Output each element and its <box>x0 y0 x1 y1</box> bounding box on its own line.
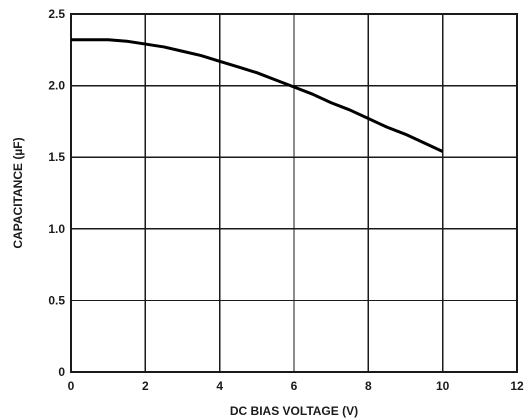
x-tick-label: 12 <box>510 379 524 393</box>
plot-frame <box>70 13 518 373</box>
y-tick-label: 2.5 <box>48 7 65 21</box>
x-tick-label: 2 <box>142 379 149 393</box>
data-series <box>71 38 444 153</box>
y-tick-label: 1.5 <box>48 150 65 164</box>
grid <box>71 14 517 372</box>
plot-border <box>70 13 518 373</box>
x-axis-title: DC BIAS VOLTAGE (V) <box>230 404 358 418</box>
x-tick-label: 0 <box>68 379 75 393</box>
y-axis-ticks: 0 0.5 1.0 1.5 2.0 2.5 <box>48 7 65 379</box>
x-tick-label: 10 <box>436 379 450 393</box>
y-axis-title: CAPACITANCE (µF) <box>11 137 25 248</box>
y-tick-label: 2.0 <box>48 79 65 93</box>
y-tick-label: 1.0 <box>48 222 65 236</box>
x-tick-label: 4 <box>216 379 223 393</box>
x-tick-label: 8 <box>365 379 372 393</box>
y-tick-label: 0.5 <box>48 293 65 307</box>
capacitance-curve <box>71 38 444 153</box>
x-tick-label: 6 <box>291 379 298 393</box>
y-tick-label: 0 <box>58 365 65 379</box>
x-axis-ticks: 0 2 4 6 8 10 12 <box>68 379 524 393</box>
